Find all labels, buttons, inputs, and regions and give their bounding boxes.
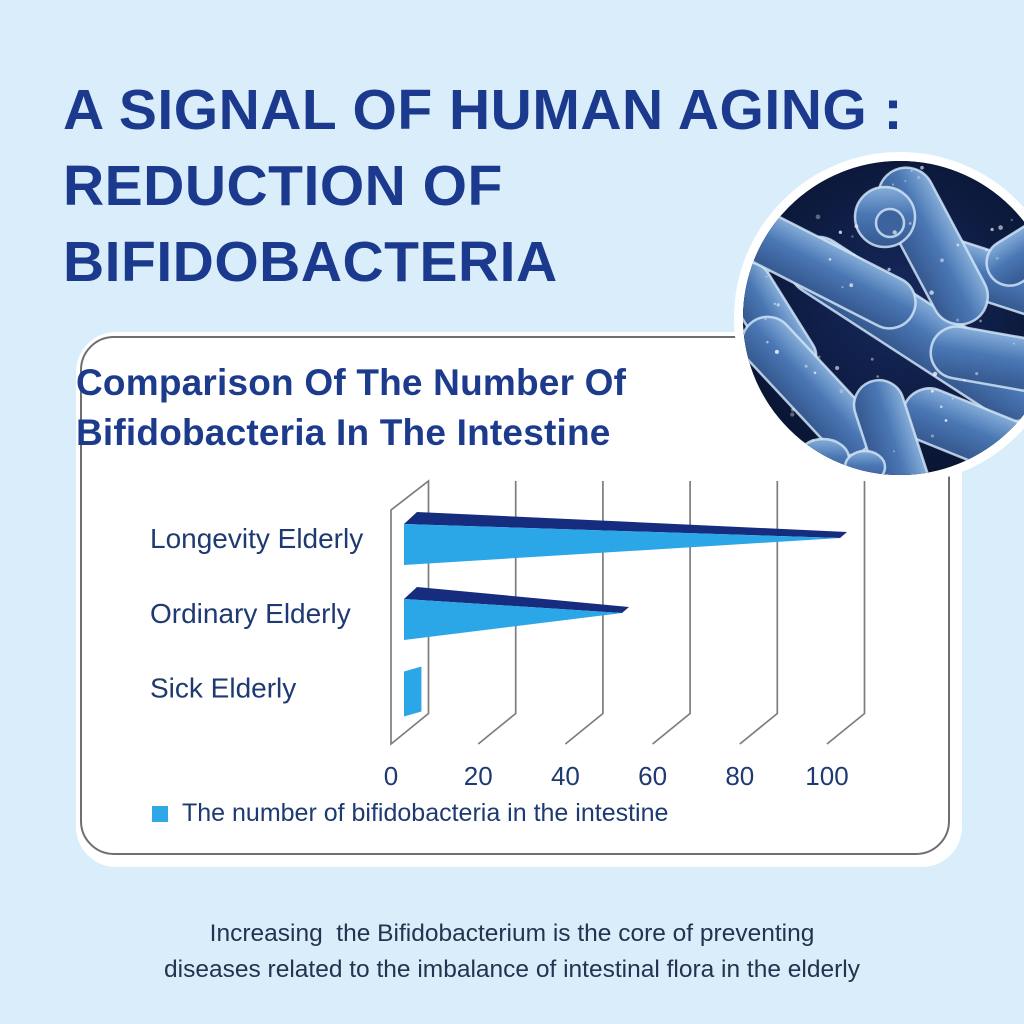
legend-swatch [152,805,168,822]
speckle [1010,218,1014,222]
speckle [854,224,859,229]
speckle [876,375,879,378]
speckle [892,183,895,186]
speckle [940,405,943,408]
speckle [870,357,874,361]
speckle [828,258,832,261]
speckle [815,214,821,220]
speckle [930,434,934,438]
footer-caption: Increasing the Bifidobacterium is the co… [0,916,1024,988]
speckle [839,389,844,394]
speckle [813,371,817,375]
legend-label: The number of bifidobacteria in the inte… [182,799,669,827]
speckle [928,473,931,475]
footer-line-2: diseases related to the imbalance of int… [164,956,860,983]
chart-title: Comparison Of The Number Of Bifidobacter… [76,358,626,458]
page-title-line-2: REDUCTION OF [63,154,503,218]
speckle [766,340,769,344]
speckle [908,221,912,225]
speckle [841,285,844,289]
speckle [998,225,1003,230]
speckle [968,464,972,468]
speckle [761,235,765,239]
speckle [892,230,897,235]
speckle [940,258,944,263]
speckle [904,180,907,182]
speckle [917,175,921,180]
footer-line-1: Increasing the Bifidobacterium is the co… [209,920,815,947]
speckle [753,239,758,244]
chart-title-line-1: Comparison Of The Number Of [76,362,627,403]
chart-title-line-2: Bifidobacteria In The Intestine [76,412,611,453]
speckle [956,243,960,247]
speckle [764,318,767,321]
bacteria-photo-image [743,161,1024,475]
speckle [979,319,982,323]
speckle [975,372,979,376]
speckle [910,169,913,173]
speckle [968,465,972,468]
speckle [853,253,856,256]
speckle [849,283,854,288]
speckle [799,189,804,194]
speckle [944,419,948,422]
page-title: A SIGNAL OF HUMAN AGING : REDUCTION OF B… [63,72,963,300]
speckle [804,364,808,368]
speckle [893,450,895,453]
speckle [990,227,994,232]
speckle [767,269,771,273]
speckle [765,275,768,278]
speckle [834,365,840,371]
speckle [790,412,795,417]
speckle [985,249,988,252]
page-title-line-1: A SIGNAL OF HUMAN AGING : [63,78,904,142]
speckle [851,235,854,238]
speckle [790,408,795,412]
speckle [931,389,934,393]
speckle [920,165,924,170]
speckle [776,303,780,307]
speckle [963,379,966,382]
speckle [773,302,776,306]
speckle [818,355,821,359]
speckle [1012,342,1016,345]
speckle [774,349,779,354]
page-title-line-3: BIFIDOBACTERIA [63,230,558,294]
speckle [838,230,843,234]
speckle [995,256,999,260]
speckle [929,290,934,295]
speckle [932,371,938,377]
speckle [951,397,954,400]
chart-legend: The number of bifidobacteria in the inte… [152,799,668,828]
speckle [811,438,815,442]
speckle [956,318,960,322]
speckle [887,267,891,272]
bacteria-photo [734,152,1024,484]
